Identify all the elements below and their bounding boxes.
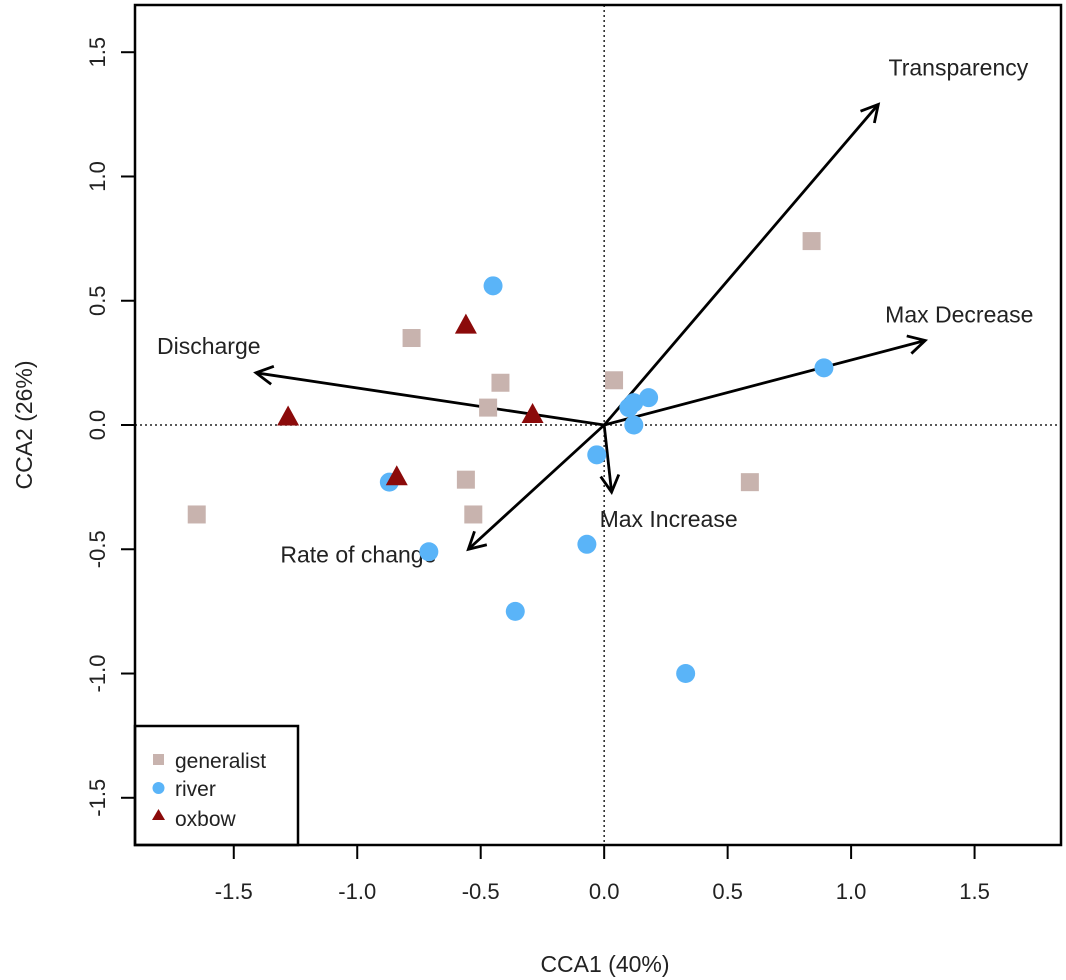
legend-swatch-oxbow: [152, 809, 165, 820]
generalist-point: [402, 329, 421, 348]
vector-discharge: Discharge: [157, 333, 605, 427]
x-axis: -1.5 -1.0 -0.5 0.0 0.5 1.0 1.5: [215, 844, 990, 904]
legend-swatch-river: [152, 782, 165, 794]
river-point: [814, 358, 834, 378]
y-tick-label: 0.5: [85, 285, 110, 316]
vector-label: Transparency: [889, 54, 1029, 80]
y-tick-label: -0.5: [85, 530, 110, 568]
generalist-point: [802, 232, 821, 251]
generalist-point: [605, 371, 624, 390]
river-point: [577, 534, 597, 554]
generalist-point: [456, 470, 475, 489]
legend-label-oxbow: oxbow: [175, 808, 237, 831]
y-tick-label: 1.5: [85, 37, 110, 68]
generalist-point: [479, 398, 498, 417]
point-layer: [187, 232, 834, 684]
vector-transparency: Transparency: [603, 54, 1029, 426]
x-tick-label: -0.5: [462, 879, 500, 904]
vector-label: Max Increase: [600, 506, 738, 532]
vector-arrow-head: [906, 334, 929, 355]
plot-panel: Transparency Max Decrease Discharge Max Inc…: [133, 3, 1063, 847]
river-point: [676, 664, 696, 684]
x-tick-label: 1.5: [959, 879, 990, 904]
vector-label: Discharge: [157, 333, 261, 359]
generalist-point: [740, 473, 759, 492]
vector-max-increase: Max Increase: [599, 424, 738, 532]
series-generalist: [187, 232, 821, 524]
legend-swatch-generalist: [153, 754, 164, 765]
vector-arrow-line: [602, 424, 613, 493]
x-tick-label: 0.0: [589, 879, 620, 904]
x-tick-label: 0.5: [712, 879, 743, 904]
vector-rate-of-change: Rate of change: [280, 423, 606, 567]
y-tick-label: 1.0: [85, 161, 110, 192]
y-tick-label: 0.0: [85, 410, 110, 441]
vector-label: Max Decrease: [885, 302, 1033, 328]
oxbow-point: [277, 405, 300, 426]
x-axis-title: CCA1 (40%): [540, 951, 669, 977]
vector-arrow-head: [599, 473, 621, 496]
vector-arrow-head: [466, 530, 488, 552]
vector-label: Rate of change: [280, 541, 436, 567]
vector-arrow-line: [603, 103, 880, 426]
series-oxbow: [277, 313, 544, 486]
river-point: [624, 393, 644, 413]
y-tick-label: -1.0: [85, 655, 110, 693]
oxbow-point: [454, 313, 477, 334]
legend: generalist river oxbow: [133, 724, 300, 847]
oxbow-point: [385, 465, 408, 486]
generalist-point: [491, 373, 510, 392]
vector-arrow-line: [603, 339, 926, 427]
vector-arrow-line: [255, 371, 605, 427]
river-point: [419, 542, 439, 562]
x-tick-label: 1.0: [836, 879, 867, 904]
vector-arrow-head: [253, 364, 275, 386]
y-axis-title: CCA2 (26%): [11, 360, 37, 489]
generalist-point: [187, 505, 206, 524]
oxbow-point: [521, 403, 544, 424]
y-axis: -1.5 -1.0 -0.5 0.0 0.5 1.0 1.5: [85, 37, 136, 817]
river-point: [587, 445, 607, 465]
river-point: [483, 276, 503, 296]
x-tick-label: -1.5: [215, 879, 253, 904]
vector-arrow-line: [467, 423, 606, 551]
river-point: [639, 388, 659, 408]
y-tick-label: -1.5: [85, 779, 110, 817]
vector-max-decrease: Max Decrease: [603, 302, 1033, 427]
river-point: [624, 415, 644, 435]
generalist-point: [464, 505, 483, 524]
river-point: [505, 601, 525, 621]
legend-label-river: river: [175, 778, 216, 801]
x-tick-label: -1.0: [338, 879, 376, 904]
legend-label-generalist: generalist: [175, 750, 266, 773]
vector-arrow-head: [860, 102, 881, 124]
vector-layer: Transparency Max Decrease Discharge Max Inc…: [157, 54, 1033, 567]
